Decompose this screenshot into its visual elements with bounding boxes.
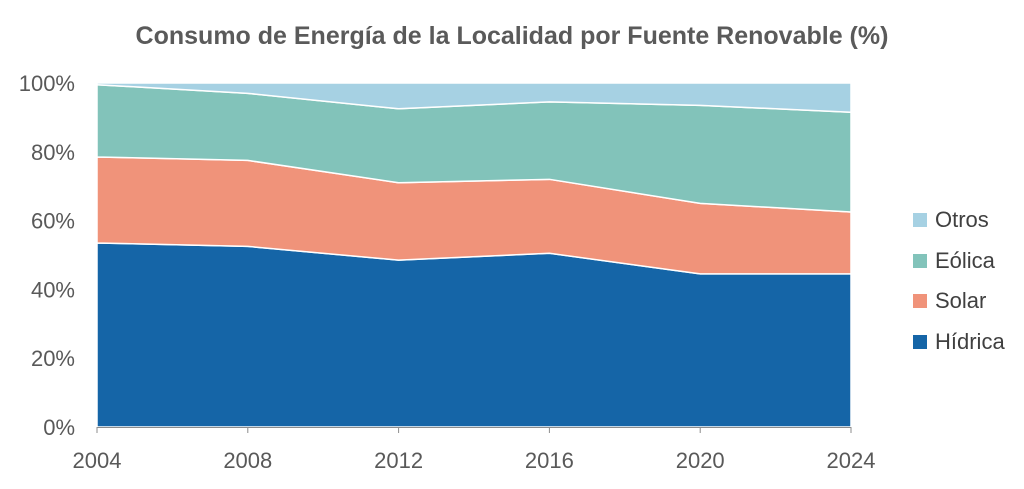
x-tick-label: 2004	[73, 448, 122, 473]
y-tick-labels: 0% 20% 40% 60% 80% 100%	[19, 71, 75, 440]
legend-item-hidrica: Hídrica	[913, 322, 1005, 363]
area-layers	[96, 82, 852, 428]
x-tick-label: 2008	[223, 448, 272, 473]
legend-label: Eólica	[935, 247, 995, 273]
legend: Otros Eólica Solar Hídrica	[913, 200, 1005, 362]
legend-item-solar: Solar	[913, 281, 1005, 322]
x-tick-label: 2012	[374, 448, 423, 473]
area-otros	[96, 82, 852, 113]
legend-label: Hídrica	[935, 328, 1005, 354]
y-tick-label: 80%	[31, 140, 75, 165]
legend-item-otros: Otros	[913, 200, 1005, 241]
legend-label: Otros	[935, 207, 989, 233]
legend-label: Solar	[935, 288, 987, 314]
y-tick-label: 20%	[31, 346, 75, 371]
y-tick-label: 40%	[31, 277, 75, 302]
legend-item-eolica: Eólica	[913, 241, 1005, 282]
y-tick-label: 0%	[43, 415, 75, 440]
x-tick-label: 2024	[827, 448, 876, 473]
x-tick-labels: 2004 2008 2012 2016 2020 2024	[73, 448, 876, 473]
legend-swatch	[913, 253, 927, 268]
y-tick-label: 60%	[31, 209, 75, 234]
axes	[96, 427, 852, 433]
legend-swatch	[913, 213, 927, 228]
legend-swatch	[913, 334, 927, 349]
y-tick-label: 100%	[19, 71, 75, 96]
x-tick-label: 2016	[525, 448, 574, 473]
chart-title: Consumo de Energía de la Localidad por F…	[135, 22, 889, 50]
legend-swatch	[913, 294, 927, 309]
x-tick-label: 2020	[676, 448, 725, 473]
